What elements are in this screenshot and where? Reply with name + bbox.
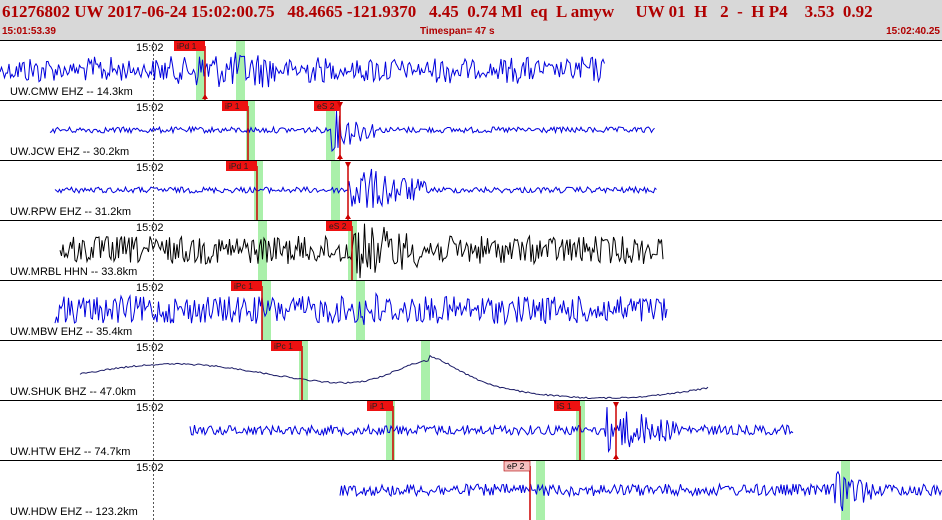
seismogram-trace <box>79 354 709 400</box>
phase-pick-label: iPd 1 <box>177 41 197 51</box>
pick-marker-icon <box>337 102 343 108</box>
pick-window <box>536 461 545 520</box>
pick-marker-icon <box>345 162 351 168</box>
seismogram-trace <box>54 168 657 208</box>
trace-panel[interactable]: 15:02 iPd 1 UW.CMW EHZ -- 14.3km <box>0 40 942 101</box>
end-time-label: 15:02:40.25 <box>886 26 940 37</box>
phase-pick-tag[interactable] <box>314 101 340 111</box>
pick-window <box>258 221 267 280</box>
pick-window <box>331 161 340 220</box>
station-label: UW.SHUK BHZ -- 47.0km <box>10 386 136 398</box>
pick-marker-icon <box>337 154 343 159</box>
phase-pick-label: iPd 1 <box>229 161 249 171</box>
event-header: 61276802 UW 2017-06-24 15:02:00.75 48.46… <box>0 0 942 40</box>
trace-panel[interactable]: 15:02 iP 1 eS 2 UW.JCW EHZ -- 30.2km <box>0 100 942 161</box>
phase-pick-label: iP 1 <box>225 101 240 111</box>
minute-tick-label: 15:02 <box>136 42 164 54</box>
minute-tick-label: 15:02 <box>136 342 164 354</box>
start-time-label: 15:01:53.39 <box>2 26 56 37</box>
station-label: UW.JCW EHZ -- 30.2km <box>10 146 129 158</box>
station-label: UW.CMW EHZ -- 14.3km <box>10 86 133 98</box>
station-label: UW.HDW EHZ -- 123.2km <box>10 506 138 518</box>
station-label: UW.MRBL HHN -- 33.8km <box>10 266 137 278</box>
pick-window <box>841 461 850 520</box>
seismogram-trace <box>339 470 942 512</box>
phase-pick-label: eP 2 <box>507 461 525 471</box>
minute-tick-label: 15:02 <box>136 402 164 414</box>
phase-pick-label: eS 2 <box>317 101 335 111</box>
station-label: UW.RPW EHZ -- 31.2km <box>10 206 131 218</box>
minute-tick-label: 15:02 <box>136 162 164 174</box>
pick-window <box>299 341 308 400</box>
trace-panel[interactable]: 15:02 eP 2 UW.HDW EHZ -- 123.2km <box>0 460 942 520</box>
trace-panel[interactable]: 15:02 iPd 1 UW.RPW EHZ -- 31.2km <box>0 160 942 221</box>
phase-pick-label: iPc 1 <box>274 341 293 351</box>
phase-pick-tag[interactable] <box>174 41 205 51</box>
trace-panel[interactable]: 15:02 iP 1 iS 1 UW.HTW EHZ -- 74.7km <box>0 400 942 461</box>
phase-pick-label: iP 1 <box>370 401 385 411</box>
pick-window <box>421 341 430 400</box>
seismogram-trace <box>49 110 655 152</box>
minute-tick-label: 15:02 <box>136 462 164 474</box>
station-label: UW.MBW EHZ -- 35.4km <box>10 326 132 338</box>
minute-tick-label: 15:02 <box>136 102 164 114</box>
phase-pick-tag[interactable] <box>503 460 531 472</box>
station-label: UW.HTW EHZ -- 74.7km <box>10 446 130 458</box>
phase-pick-tag[interactable] <box>222 101 248 111</box>
phase-pick-label: iS 1 <box>557 401 572 411</box>
phase-pick-tag[interactable] <box>226 161 257 171</box>
phase-pick-tag[interactable] <box>231 281 262 291</box>
minute-tick-label: 15:02 <box>136 282 164 294</box>
phase-pick-tag[interactable] <box>367 401 393 411</box>
pick-marker-icon <box>613 402 619 408</box>
phase-pick-tag[interactable] <box>271 341 302 351</box>
minute-tick-label: 15:02 <box>136 222 164 234</box>
pick-window <box>386 401 395 460</box>
trace-panel[interactable]: 15:02 iPc 1 UW.MBW EHZ -- 35.4km <box>0 280 942 341</box>
seismogram-trace <box>189 407 794 454</box>
phase-pick-label: eS 2 <box>329 221 347 231</box>
seismogram-trace <box>0 52 605 88</box>
pick-marker-icon <box>202 94 208 99</box>
pick-marker-icon <box>613 454 619 459</box>
trace-panel[interactable]: 15:02 iPc 1 UW.SHUK BHZ -- 47.0km <box>0 340 942 401</box>
phase-pick-label: iPc 1 <box>234 281 253 291</box>
pick-window <box>236 41 245 100</box>
phase-pick-tag[interactable] <box>554 401 580 411</box>
pick-marker-icon <box>345 214 351 219</box>
phase-pick-tag[interactable] <box>326 221 352 231</box>
timespan-label: Timespan= 47 s <box>420 26 495 37</box>
seismogram-trace <box>59 223 664 279</box>
seismogram-trace <box>54 291 668 326</box>
trace-panel[interactable]: 15:02 eS 2 UW.MRBL HHN -- 33.8km <box>0 220 942 281</box>
event-summary-title: 61276802 UW 2017-06-24 15:02:00.75 48.46… <box>2 2 873 21</box>
